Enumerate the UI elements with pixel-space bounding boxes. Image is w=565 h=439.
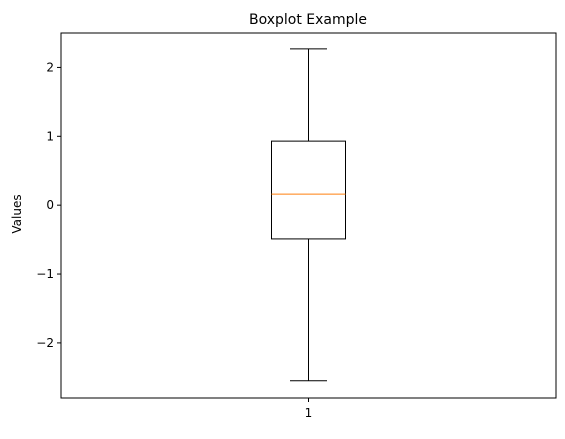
chart-title: Boxplot Example [249,12,367,28]
x-axis: 1 [305,398,313,420]
plot-frame [60,32,557,399]
y-tick-label: −2 [36,336,54,350]
y-tick-label: 1 [46,129,54,143]
iqr-box [271,140,346,240]
x-tick-label: 1 [305,406,313,420]
y-tick-label: −1 [36,267,54,281]
box-series [271,48,346,382]
y-tick-label: 0 [46,198,54,212]
y-axis-label: Values [10,194,24,233]
y-tick-label: 2 [46,60,54,74]
y-axis: −2 −1 0 1 2 [36,60,61,350]
